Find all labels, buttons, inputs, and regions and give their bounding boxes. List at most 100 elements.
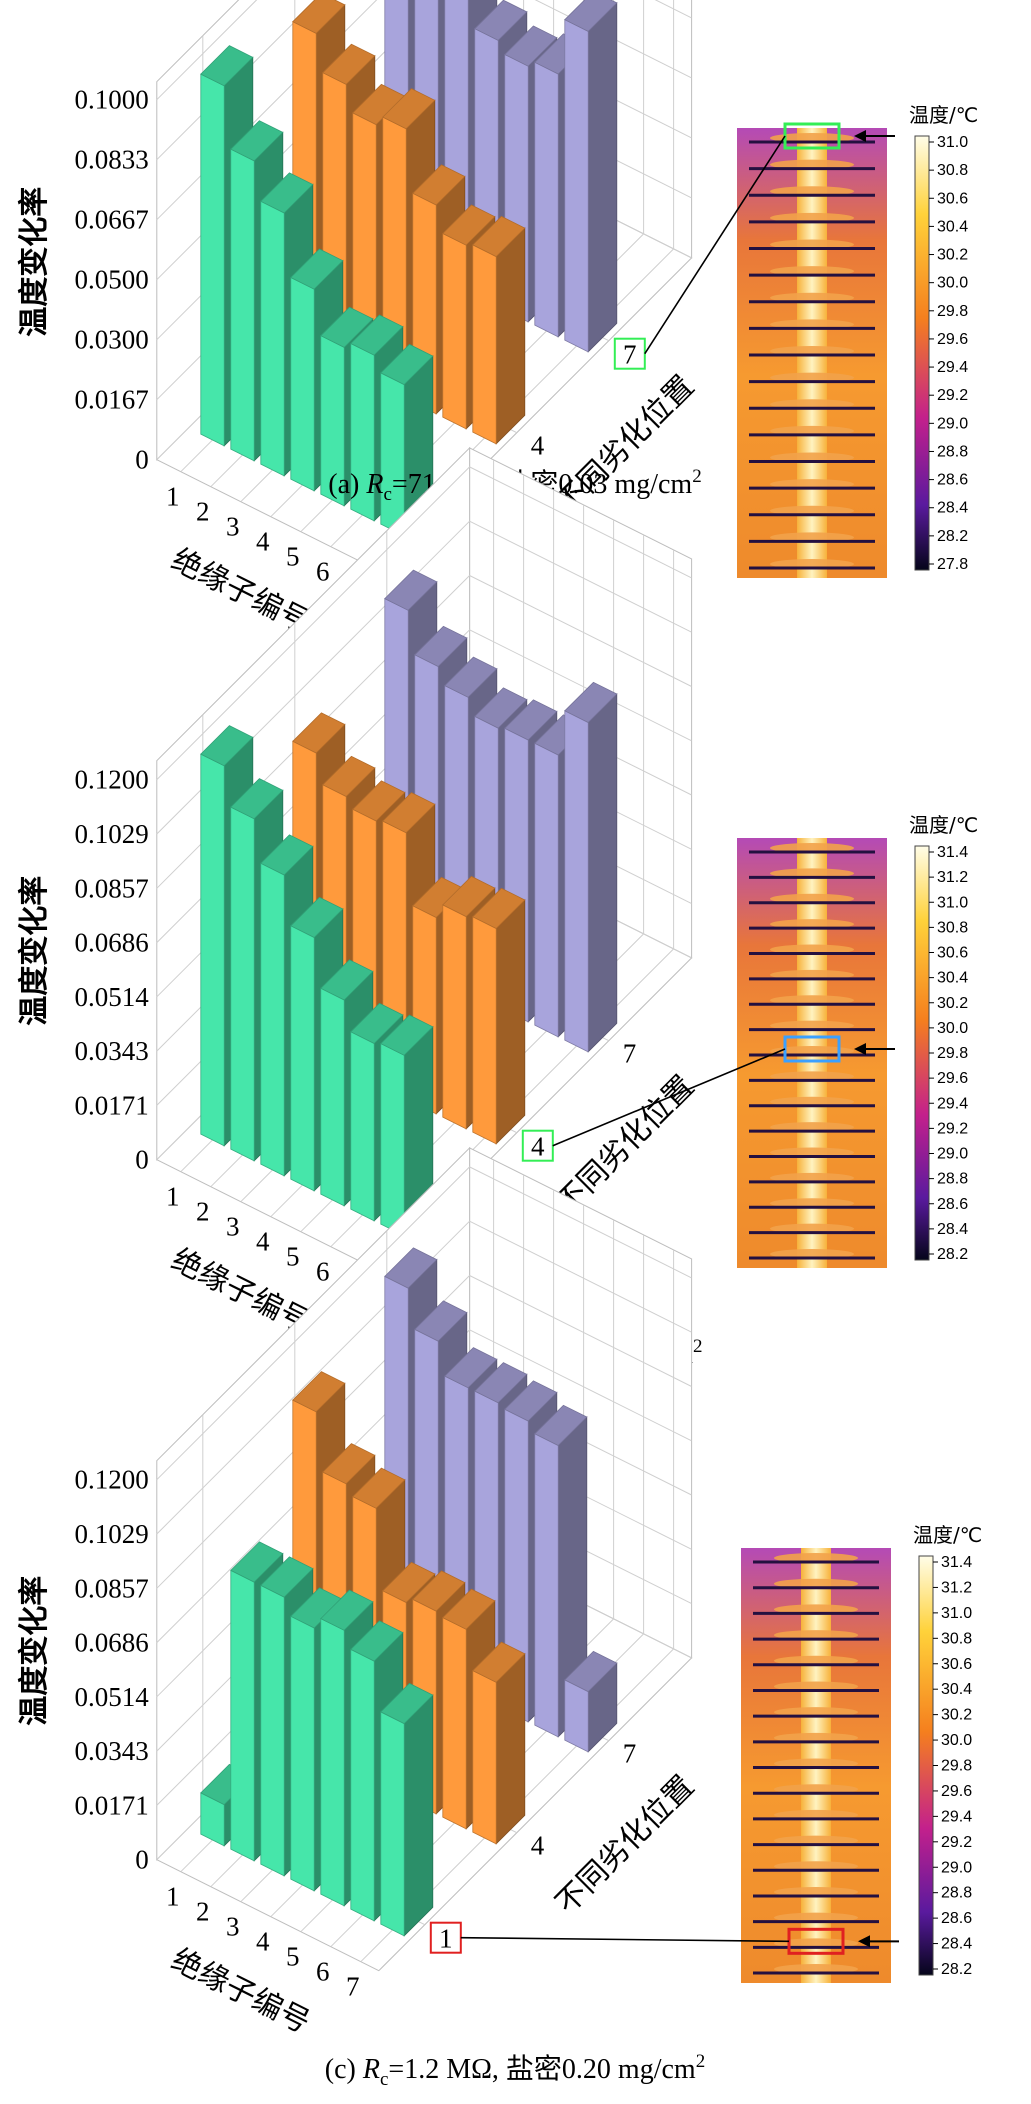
colorbar-tick-label: 30.2 xyxy=(937,995,968,1012)
y-gridline xyxy=(156,0,318,161)
x-tick-label: 3 xyxy=(226,512,240,542)
colorbar xyxy=(918,1555,938,1976)
colorbar-tick-label: 29.6 xyxy=(941,1783,972,1800)
y-tick-label: 0.0857 xyxy=(75,1573,149,1603)
x-tick-label: 2 xyxy=(196,1197,210,1227)
insulator-shed xyxy=(753,1809,879,1821)
colorbar-tick-label: 30.0 xyxy=(937,275,968,292)
x-tick-label: 2 xyxy=(196,497,210,527)
x-tick-label: 3 xyxy=(226,1912,240,1942)
colorbar-tick-label: 31.0 xyxy=(937,134,968,151)
chart-panel-b: 0 0.0171 0.0343 0.0514 0.0686 0.0857 0.1029 0.1… xyxy=(17,446,978,1375)
y-gridline xyxy=(156,0,692,221)
y-tick-label: 0.0514 xyxy=(75,1682,150,1712)
colorbar-tick-label: 30.6 xyxy=(937,945,968,962)
y-axis-title: 温度变化率 xyxy=(17,1576,52,1726)
y-tick-label: 0.0500 xyxy=(75,265,149,295)
colorbar-tick-label: 31.4 xyxy=(941,1554,972,1571)
insulator-shed xyxy=(753,1912,879,1924)
y-tick-label: 0.0833 xyxy=(75,145,149,175)
y-axis-title: 温度变化率 xyxy=(17,876,52,1026)
y-tick-label: 0.0171 xyxy=(75,1790,149,1820)
x-tick-label: 3 xyxy=(226,1212,240,1242)
insulator-shed xyxy=(753,1681,879,1692)
x-tick-label: 4 xyxy=(256,527,270,557)
insulator-shed xyxy=(749,1020,875,1032)
insulator-shed xyxy=(753,1938,879,1949)
insulator-shed xyxy=(749,944,875,955)
insulator-shed xyxy=(749,919,875,930)
y-gridline xyxy=(156,1220,692,1535)
insulator-shed xyxy=(753,1578,879,1590)
colorbar-tick-label: 28.2 xyxy=(941,1961,972,1978)
colorbar-tick-label: 30.6 xyxy=(941,1656,972,1673)
insulator-shed xyxy=(749,1223,875,1235)
colorbar-tick-label: 29.2 xyxy=(937,1120,968,1137)
y-tick-label: 0.1000 xyxy=(75,85,149,115)
colorbar-tick-label: 30.4 xyxy=(937,970,968,987)
colorbar-tick-label: 30.8 xyxy=(937,162,968,179)
insulator-shed xyxy=(749,1122,875,1133)
x-tick-label: 1 xyxy=(166,1882,180,1912)
colorbar-tick-label: 31.0 xyxy=(937,894,968,911)
arrow-head xyxy=(854,1043,866,1055)
insulator-shed xyxy=(749,399,875,410)
z-tick-label: 7 xyxy=(623,1739,637,1769)
insulator-shed xyxy=(749,266,875,277)
colorbar-tick-label: 29.4 xyxy=(937,359,968,376)
colorbar-tick-label: 29.0 xyxy=(937,1146,968,1163)
colorbar-tick-label: 31.2 xyxy=(937,869,968,886)
colorbar-tick-label: 28.6 xyxy=(937,1196,968,1213)
insulator-shed xyxy=(749,425,875,437)
y-gridline xyxy=(156,1166,692,1481)
colorbar-tick-label: 30.0 xyxy=(937,1020,968,1037)
bar xyxy=(564,681,618,1053)
y-tick-label: 0 xyxy=(135,1145,149,1175)
colorbar-tick-label: 30.6 xyxy=(937,190,968,207)
z-tick-label: 4 xyxy=(531,1831,545,1861)
y-tick-label: 0.0300 xyxy=(75,325,149,355)
insulator-shed xyxy=(749,559,875,570)
insulator-shed xyxy=(749,995,875,1006)
colorbar-tick-label: 29.8 xyxy=(937,303,968,320)
colorbar-tick-label: 29.0 xyxy=(937,415,968,432)
insulator-shed xyxy=(753,1758,879,1769)
colorbar-tick-label: 29.2 xyxy=(937,387,968,404)
insulator-shed xyxy=(749,505,875,517)
insulator-shed xyxy=(749,532,875,543)
z-axis-title: 不同劣化位置 xyxy=(549,1769,701,1921)
y-gridline xyxy=(156,1329,692,1643)
insulator-shed xyxy=(749,186,875,197)
x-tick-label: 1 xyxy=(166,1182,180,1212)
colorbar-tick-label: 28.6 xyxy=(941,1910,972,1927)
colorbar-tick-label: 28.2 xyxy=(937,1246,968,1263)
panel-caption: (c) Rc=1.2 MΩ, 盐密0.20 mg/cm2 xyxy=(325,2051,705,2090)
y-tick-label: 0.0514 xyxy=(75,982,150,1012)
insulator-shed xyxy=(749,133,875,144)
colorbar-tick-label: 30.4 xyxy=(941,1681,972,1698)
x-tick-label: 6 xyxy=(316,557,330,587)
x-tick-label: 5 xyxy=(286,542,300,572)
colorbar-title: 温度/℃ xyxy=(909,813,978,837)
colorbar-tick-label: 31.2 xyxy=(941,1579,972,1596)
colorbar-tick-label: 29.6 xyxy=(937,331,968,348)
insulator-shed xyxy=(749,1249,875,1260)
colorbar-tick-label: 29.4 xyxy=(937,1095,968,1112)
colorbar xyxy=(914,845,934,1261)
insulator-shed xyxy=(753,1630,879,1641)
insulator-shed xyxy=(749,372,875,384)
thermal-image xyxy=(741,1548,891,1983)
x-tick-label: 6 xyxy=(316,1957,330,1987)
colorbar-tick-label: 27.8 xyxy=(937,556,968,573)
y-gridline xyxy=(156,520,692,835)
colorbar-tick-label: 28.8 xyxy=(937,1171,968,1188)
insulator-shed xyxy=(749,1147,875,1158)
colorbar xyxy=(914,135,934,571)
colorbar-tick-label: 28.2 xyxy=(937,528,968,545)
y-tick-label: 0.1029 xyxy=(75,1519,149,1549)
colorbar-tick-label: 30.8 xyxy=(937,919,968,936)
insulator-shed xyxy=(753,1861,879,1872)
insulator-shed xyxy=(749,1096,875,1108)
y-tick-label: 0.0171 xyxy=(75,1090,149,1120)
